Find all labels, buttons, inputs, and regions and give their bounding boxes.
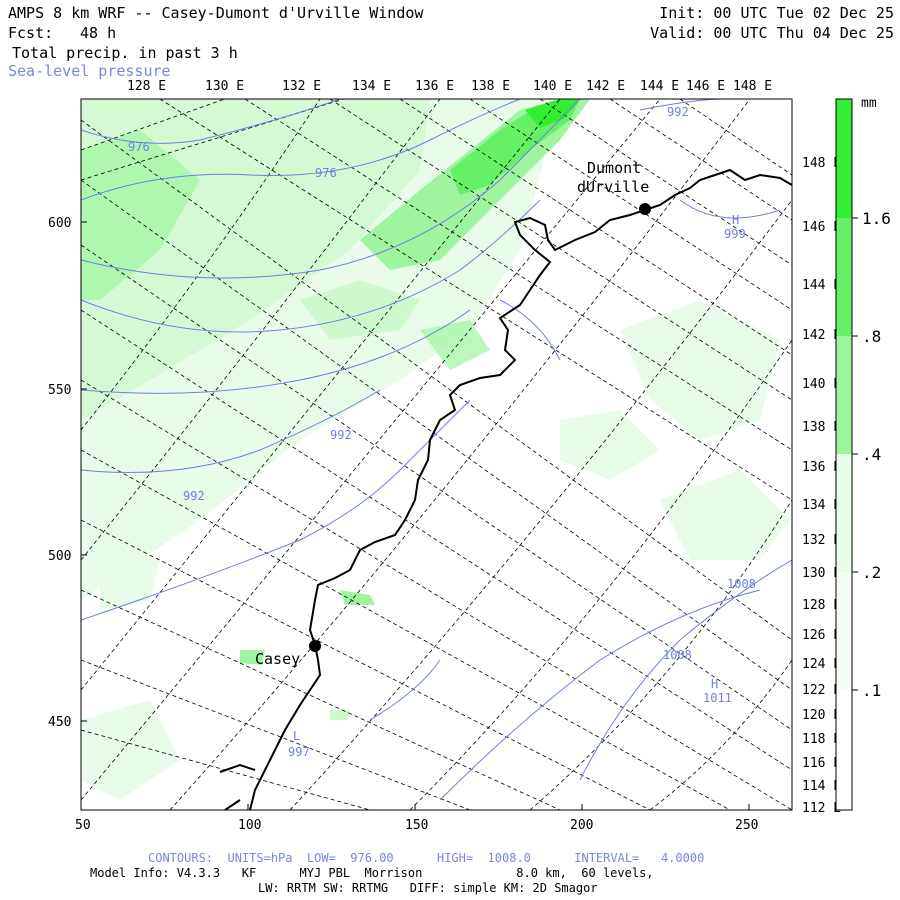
forecast-value: 48 h bbox=[80, 24, 117, 42]
top-lon-label: 148 E bbox=[733, 79, 772, 94]
top-lon-label: 130 E bbox=[205, 79, 244, 94]
pressure-label: 992 bbox=[330, 428, 352, 442]
pressure-label: 1011 bbox=[703, 691, 732, 705]
axis-ticks bbox=[80, 221, 750, 810]
low-marker: L bbox=[293, 729, 300, 743]
physics-info: LW: RRTM SW: RRTMG DIFF: simple KM: 2D S… bbox=[258, 881, 598, 895]
right-lon-label: 146 E bbox=[802, 220, 841, 235]
pressure-label: 1008 bbox=[663, 648, 692, 662]
right-lon-label: 144 E bbox=[802, 278, 841, 293]
x-tick-label: 200 bbox=[570, 818, 593, 833]
right-lon-label: 116 E bbox=[802, 756, 841, 771]
x-tick-label: 50 bbox=[75, 818, 91, 833]
pressure-label: 999 bbox=[724, 227, 746, 241]
dumont-label-line2: dUrville bbox=[577, 178, 649, 196]
right-lon-label: 118 E bbox=[802, 732, 841, 747]
precip-shading bbox=[81, 99, 792, 810]
colorbar-label: .8 bbox=[862, 327, 881, 346]
x-tick-label: 100 bbox=[238, 818, 261, 833]
right-lon-label: 126 E bbox=[802, 628, 841, 643]
right-lon-labels: 148 E 146 E 144 E 142 E 140 E 138 E 136 … bbox=[802, 156, 841, 816]
forecast-label: Fcst: bbox=[8, 24, 54, 42]
right-lon-label: 112 E bbox=[802, 801, 841, 816]
field-name: Total precip. in past 3 h bbox=[12, 44, 238, 62]
y-tick-label: 550 bbox=[48, 383, 71, 398]
colorbar-label: .4 bbox=[862, 445, 881, 464]
plot-frame bbox=[80, 98, 793, 811]
right-lon-label: 120 E bbox=[802, 708, 841, 723]
contour-info: CONTOURS: UNITS=hPa LOW= 976.00 HIGH= 10… bbox=[148, 851, 705, 865]
pressure-contours bbox=[81, 99, 792, 801]
station-casey: Casey bbox=[255, 640, 321, 668]
right-lon-label: 122 E bbox=[802, 683, 841, 698]
colorbar-swatch bbox=[836, 454, 852, 572]
right-lon-label: 114 E bbox=[802, 779, 841, 794]
right-lon-label: 148 E bbox=[802, 156, 841, 171]
colorbar-label: .1 bbox=[862, 681, 881, 700]
top-lon-label: 138 E bbox=[471, 79, 510, 94]
station-dumont-durville: Dumont dUrville bbox=[577, 159, 651, 215]
map-title: AMPS 8 km WRF -- Casey-Dumont d'Urville … bbox=[8, 4, 424, 22]
right-lon-label: 124 E bbox=[802, 657, 841, 672]
right-lon-label: 134 E bbox=[802, 498, 841, 513]
casey-label: Casey bbox=[255, 650, 300, 668]
pressure-label: 976 bbox=[315, 166, 337, 180]
colorbar-swatch bbox=[836, 572, 852, 690]
right-lon-label: 130 E bbox=[802, 566, 841, 581]
high-marker: H bbox=[732, 213, 739, 227]
coastline bbox=[219, 168, 792, 810]
right-lon-label: 138 E bbox=[802, 420, 841, 435]
top-lon-label: 132 E bbox=[282, 79, 321, 94]
top-lon-label: 140 E bbox=[533, 79, 572, 94]
colorbar-label: .2 bbox=[862, 563, 881, 582]
colorbar-label: 1.6 bbox=[862, 209, 891, 228]
top-lon-labels: 128 E 130 E 132 E 134 E 136 E 138 E 140 … bbox=[127, 79, 772, 94]
high-marker: H bbox=[711, 677, 718, 691]
pressure-label: 1008 bbox=[727, 577, 756, 591]
latlon-grid bbox=[81, 99, 792, 810]
right-lon-label: 140 E bbox=[802, 377, 841, 392]
right-lon-label: 128 E bbox=[802, 598, 841, 613]
y-tick-label: 500 bbox=[48, 549, 71, 564]
top-lon-label: 134 E bbox=[352, 79, 391, 94]
colorbar-swatch bbox=[836, 690, 852, 810]
y-axis-labels: 600 550 500 450 bbox=[48, 216, 71, 730]
pressure-label: 992 bbox=[183, 489, 205, 503]
overlay-name: Sea-level pressure bbox=[8, 62, 171, 80]
colorbar: mm 1.6 .8 .4 .2 .1 bbox=[835, 96, 891, 811]
right-lon-label: 142 E bbox=[802, 328, 841, 343]
pressure-label: 976 bbox=[128, 140, 150, 154]
x-tick-label: 250 bbox=[735, 818, 758, 833]
valid-time: Valid: 00 UTC Thu 04 Dec 25 bbox=[650, 24, 894, 42]
top-lon-label: 136 E bbox=[415, 79, 454, 94]
dumont-marker bbox=[639, 203, 651, 215]
colorbar-unit: mm bbox=[861, 96, 877, 111]
y-tick-label: 600 bbox=[48, 216, 71, 231]
right-lon-label: 132 E bbox=[802, 533, 841, 548]
pressure-labels: 976 976 992 992 992 1008 1008 997 999 10… bbox=[128, 105, 756, 759]
x-tick-label: 150 bbox=[405, 818, 428, 833]
top-lon-label: 142 E bbox=[586, 79, 625, 94]
colorbar-swatch bbox=[836, 218, 852, 336]
pressure-label: 997 bbox=[288, 745, 310, 759]
colorbar-swatch bbox=[836, 336, 852, 454]
top-lon-label: 128 E bbox=[127, 79, 166, 94]
pressure-label: 992 bbox=[667, 105, 689, 119]
x-axis-labels: 50 100 150 200 250 bbox=[75, 818, 758, 833]
dumont-label-line1: Dumont bbox=[587, 159, 641, 177]
colorbar-swatch bbox=[836, 99, 852, 218]
right-lon-label: 136 E bbox=[802, 460, 841, 475]
y-tick-label: 450 bbox=[48, 715, 71, 730]
top-lon-label: 144 E bbox=[640, 79, 679, 94]
top-lon-label: 146 E bbox=[686, 79, 725, 94]
casey-marker bbox=[309, 640, 321, 652]
init-time: Init: 00 UTC Tue 02 Dec 25 bbox=[659, 4, 894, 22]
model-info: Model Info: V4.3.3 KF MYJ PBL Morrison 8… bbox=[90, 866, 654, 880]
